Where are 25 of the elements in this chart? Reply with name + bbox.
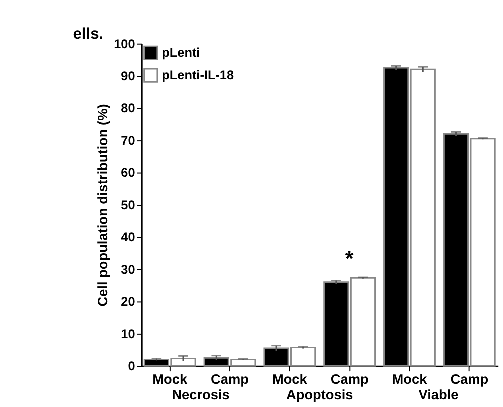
y-tick-label: 10 bbox=[121, 327, 136, 342]
annotation: * bbox=[345, 247, 354, 272]
text: ells. bbox=[73, 26, 104, 43]
text: Apoptosis bbox=[286, 387, 354, 402]
x-tick-label: Mock bbox=[272, 372, 308, 388]
legend-label: pLenti-IL-18 bbox=[162, 68, 234, 83]
legend-label: pLenti bbox=[162, 46, 200, 60]
y-tick-label: 50 bbox=[121, 198, 136, 212]
y-tick-label: 100 bbox=[114, 37, 136, 52]
y-axis-title: Cell population distribution (%) bbox=[95, 104, 110, 307]
y-tick-label: 20 bbox=[121, 295, 136, 310]
x-tick-label: Mock bbox=[152, 372, 188, 388]
x-tick-label: Camp bbox=[330, 372, 369, 388]
y-tick-label: 40 bbox=[121, 230, 136, 245]
y-tick-label: 60 bbox=[121, 166, 136, 180]
y-tick-label: 30 bbox=[121, 262, 136, 277]
x-tick-label: Camp bbox=[211, 372, 249, 388]
text: Viable bbox=[418, 387, 460, 402]
y-tick-label: 90 bbox=[121, 69, 136, 84]
y-tick-label: 70 bbox=[121, 134, 136, 148]
text: Necrosis bbox=[172, 387, 230, 402]
y-tick-label: 80 bbox=[121, 102, 136, 116]
y-tick-label: 0 bbox=[128, 360, 136, 374]
x-tick-label: Camp bbox=[450, 372, 489, 388]
x-tick-label: Mock bbox=[392, 372, 428, 388]
